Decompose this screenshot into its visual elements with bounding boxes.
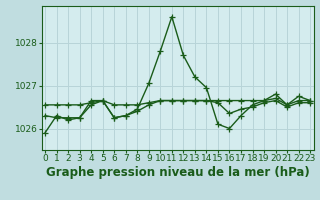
X-axis label: Graphe pression niveau de la mer (hPa): Graphe pression niveau de la mer (hPa) xyxy=(46,166,309,179)
